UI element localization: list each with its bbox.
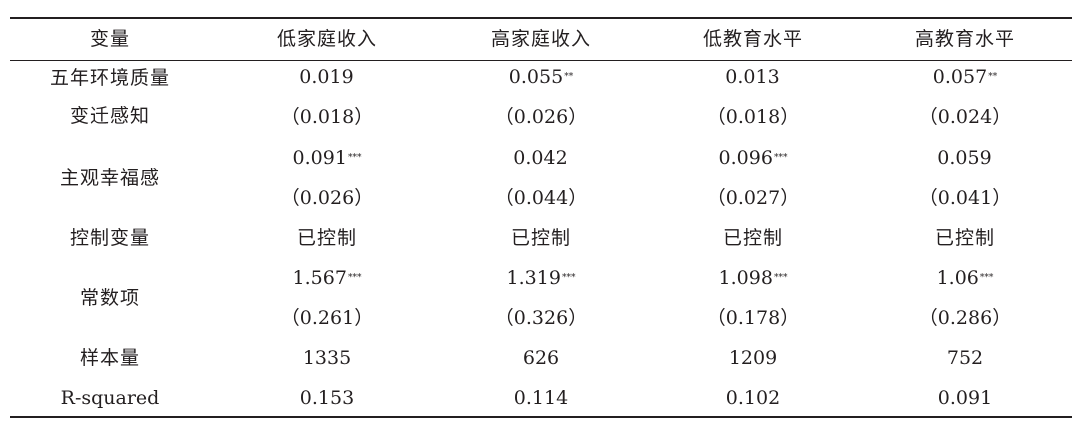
significance-stars: **	[564, 71, 574, 82]
table-top-rule	[10, 17, 1072, 19]
r-squared-cell: 0.153	[299, 386, 355, 409]
coef-cell: 1.06 ***	[858, 258, 1072, 298]
significance-stars: ***	[347, 152, 362, 163]
coef-value: 0.059	[937, 146, 992, 169]
se-cell: （0.326）	[494, 306, 588, 329]
coef-value: 0.091	[292, 146, 347, 169]
se-cell: （0.024）	[918, 105, 1012, 128]
coef-cell: 1.567 ***	[222, 258, 432, 298]
controls-cell: 已控制	[510, 226, 571, 249]
row-label-sample-size: 样本量	[79, 346, 140, 369]
significance-stars: ***	[773, 272, 788, 283]
coef-cell: 0.019	[222, 57, 432, 97]
header-high-education: 高教育水平	[914, 27, 1015, 50]
significance-stars: **	[988, 71, 998, 82]
controls-cell: 已控制	[296, 226, 357, 249]
se-cell: （0.026）	[494, 105, 588, 128]
coef-cell: 0.057 **	[858, 57, 1072, 97]
coef-cell: 0.055 **	[434, 57, 648, 97]
row-label-line1: 五年环境质量	[49, 67, 170, 89]
row-label-controls: 控制变量	[69, 226, 150, 249]
se-cell: （0.178）	[706, 306, 800, 329]
significance-stars: ***	[347, 272, 362, 283]
r-squared-cell: 0.114	[513, 386, 569, 409]
se-cell: （0.261）	[280, 306, 374, 329]
se-cell: （0.018）	[706, 105, 800, 128]
row-label-subjective-wellbeing: 主观幸福感	[59, 166, 160, 189]
header-high-income: 高家庭收入	[490, 27, 591, 50]
se-cell: （0.026）	[280, 186, 374, 209]
coef-value: 1.06	[936, 266, 979, 289]
coef-value: 1.098	[718, 266, 773, 289]
row-label-environment-perception: 五年环境质量 变迁感知	[10, 57, 210, 137]
table-bottom-rule	[10, 416, 1072, 418]
coef-value: 0.096	[718, 146, 773, 169]
se-cell: （0.286）	[918, 306, 1012, 329]
coef-value: 0.013	[725, 65, 780, 88]
coef-cell: 0.096 ***	[648, 138, 858, 178]
r-squared-cell: 0.091	[937, 386, 993, 409]
sample-size-cell: 1335	[302, 346, 352, 369]
significance-stars: ***	[773, 152, 788, 163]
coef-value: 1.567	[292, 266, 347, 289]
row-label-line2: 变迁感知	[69, 105, 150, 127]
coef-cell: 1.098 ***	[648, 258, 858, 298]
coef-value: 1.319	[506, 266, 561, 289]
coef-value: 0.055	[508, 65, 564, 88]
controls-cell: 已控制	[722, 226, 783, 249]
sample-size-cell: 752	[946, 346, 984, 369]
coef-cell: 0.091 ***	[222, 138, 432, 178]
coef-value: 0.019	[299, 65, 354, 88]
sample-size-cell: 1209	[728, 346, 778, 369]
coef-cell: 1.319 ***	[434, 258, 648, 298]
header-variable: 变量	[89, 27, 130, 50]
coef-value: 0.042	[513, 146, 568, 169]
coef-cell: 0.059	[858, 138, 1072, 178]
r-squared-cell: 0.102	[725, 386, 781, 409]
se-cell: （0.018）	[280, 105, 374, 128]
header-low-income: 低家庭收入	[276, 27, 377, 50]
se-cell: （0.044）	[494, 186, 588, 209]
controls-cell: 已控制	[934, 226, 995, 249]
se-cell: （0.041）	[918, 186, 1012, 209]
significance-stars: ***	[979, 272, 994, 283]
coef-cell: 0.042	[434, 138, 648, 178]
significance-stars: ***	[561, 272, 576, 283]
se-cell: （0.027）	[706, 186, 800, 209]
coef-cell: 0.013	[648, 57, 858, 97]
sample-size-cell: 626	[522, 346, 560, 369]
row-label-constant: 常数项	[79, 286, 140, 309]
header-low-education: 低教育水平	[702, 27, 803, 50]
table-header-rule	[10, 60, 1072, 61]
row-label-r-squared: R-squared	[60, 386, 160, 409]
coef-value: 0.057	[932, 65, 988, 88]
